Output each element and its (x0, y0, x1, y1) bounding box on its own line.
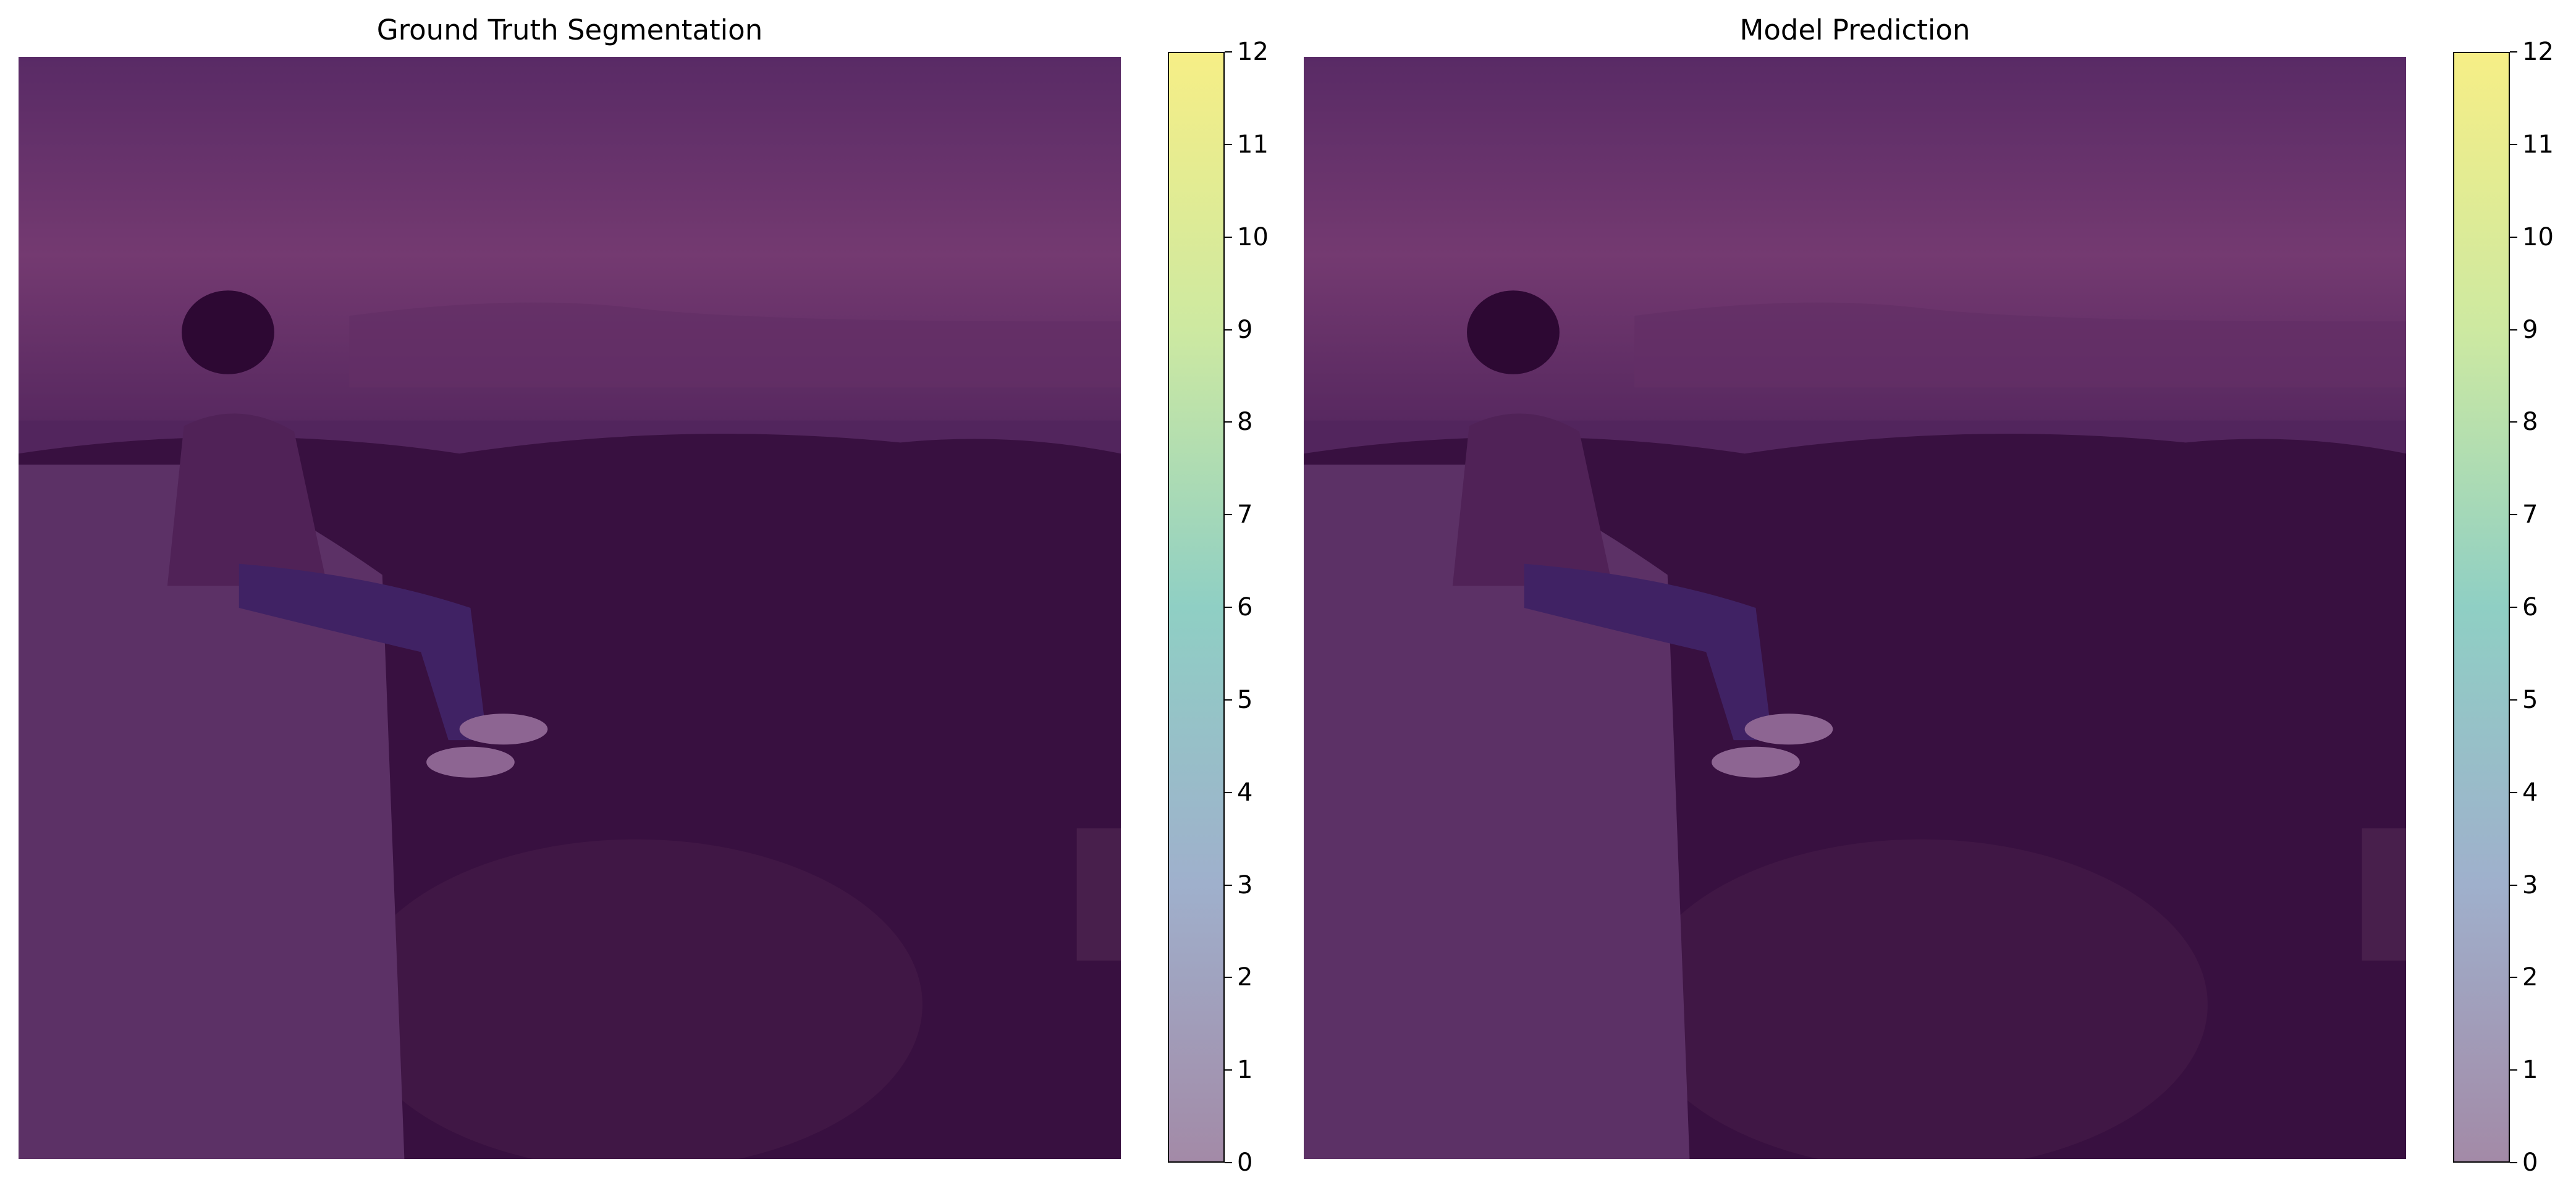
colorbar-tick (1225, 1069, 1232, 1071)
colorbar-tick-label: 9 (2522, 315, 2538, 344)
colorbar-tick-label: 0 (1237, 1148, 1253, 1177)
colorbar-tick (1225, 329, 1232, 331)
distant-building (2362, 828, 2406, 961)
colorbar-tick (1225, 1162, 1232, 1163)
colorbar-tick-label: 0 (2522, 1148, 2538, 1177)
colorbar-tick-label: 8 (2522, 408, 2538, 437)
person-shoe-right (1744, 714, 1833, 745)
segmentation-overlay (1304, 57, 2406, 1159)
colorbar-tick-label: 5 (2522, 685, 2538, 714)
segmentation-overlay (19, 57, 1121, 1159)
colorbar-tick-label: 2 (2522, 963, 2538, 992)
colorbar-tick (2510, 329, 2517, 331)
colorbar-tick (1225, 514, 1232, 516)
colorbar-tick-label: 7 (2522, 500, 2538, 529)
cliff (19, 465, 405, 1159)
colorbar-tick-label: 4 (2522, 778, 2538, 807)
colorbar-tick-label: 11 (1237, 130, 1269, 159)
person-jeans (239, 563, 488, 741)
colorbar-tick (1225, 51, 1232, 53)
colorbar-tick (1225, 884, 1232, 886)
colorbar-tick-label: 12 (1237, 38, 1269, 66)
cloud-band (349, 302, 1121, 388)
person-jeans (1524, 563, 1773, 741)
colorbar-tick-label: 2 (1237, 963, 1253, 992)
ground-truth-colorbar (1168, 52, 1225, 1163)
colorbar-tick-label: 6 (2522, 593, 2538, 621)
colorbar-tick (2510, 236, 2517, 238)
colorbar-tick-label: 10 (2522, 222, 2554, 251)
model-prediction-image (1304, 57, 2406, 1159)
colorbar-tick (2510, 421, 2517, 423)
colorbar-tick-label: 4 (1237, 778, 1253, 807)
colorbar-tick (2510, 1162, 2517, 1163)
cliff (1304, 465, 1690, 1159)
person-shoe-left (426, 746, 515, 778)
colorbar-tick (2510, 1069, 2517, 1071)
cloud-band (1634, 302, 2406, 388)
colorbar-tick (2510, 977, 2517, 979)
colorbar-tick (1225, 791, 1232, 793)
person-head (182, 290, 274, 374)
bush (349, 839, 923, 1159)
colorbar-tick (2510, 514, 2517, 516)
colorbar-tick (2510, 143, 2517, 145)
colorbar-tick (1225, 607, 1232, 608)
panel-title-model-prediction: Model Prediction (1739, 14, 1970, 46)
person-shoe-left (1712, 746, 1800, 778)
colorbar-tick (2510, 884, 2517, 886)
colorbar-tick (1225, 421, 1232, 423)
colorbar-tick (2510, 51, 2517, 53)
person-shirt (167, 413, 327, 586)
colorbar-tick-label: 3 (2522, 870, 2538, 899)
colorbar-tick (2510, 607, 2517, 608)
colorbar-tick-label: 5 (1237, 685, 1253, 714)
colorbar-tick-label: 10 (1237, 222, 1269, 251)
colorbar-tick-label: 1 (2522, 1056, 2538, 1085)
colorbar-tick (2510, 699, 2517, 701)
colorbar-tick-label: 9 (1237, 315, 1253, 344)
person-shoe-right (459, 714, 548, 745)
colorbar-tick-label: 1 (1237, 1056, 1253, 1085)
colorbar-tick (1225, 699, 1232, 701)
colorbar-tick (1225, 236, 1232, 238)
distant-building (1076, 828, 1121, 961)
colorbar-tick-label: 11 (2522, 130, 2554, 159)
person-head (1467, 290, 1560, 374)
colorbar-tick-label: 3 (1237, 870, 1253, 899)
ground-truth-image (19, 57, 1121, 1159)
bush (1634, 839, 2208, 1159)
model-prediction-colorbar (2453, 52, 2510, 1163)
colorbar-tick-label: 8 (1237, 408, 1253, 437)
colorbar-tick-label: 12 (2522, 38, 2554, 66)
person-shirt (1452, 413, 1613, 586)
colorbar-tick (1225, 977, 1232, 979)
colorbar-tick (2510, 791, 2517, 793)
colorbar-tick (1225, 143, 1232, 145)
panel-title-ground-truth: Ground Truth Segmentation (376, 14, 763, 46)
colorbar-tick-label: 7 (1237, 500, 1253, 529)
colorbar-tick-label: 6 (1237, 593, 1253, 621)
